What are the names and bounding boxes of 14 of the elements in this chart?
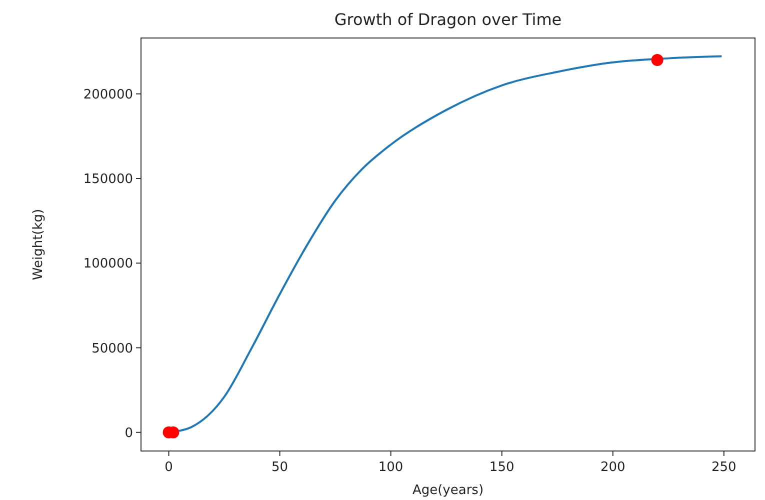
y-axis-title: Weight(kg) [31,208,46,280]
x-tick-label: 150 [489,460,514,475]
y-tick-label: 200000 [83,87,133,102]
x-tick-label: 50 [272,460,288,475]
x-tick-label: 0 [164,460,173,475]
y-tick-label: 0 [124,426,133,441]
y-tick-label: 100000 [83,256,133,272]
y-tick-label: 150000 [83,172,133,188]
chart-title: Growth of Dragon over Time [334,10,562,29]
x-tick-label: 250 [711,460,736,475]
x-tick-label: 200 [600,460,626,475]
y-tick-label: 50000 [92,341,133,356]
x-tick-label: 100 [378,460,404,475]
x-axis-title: Age(years) [412,483,484,498]
